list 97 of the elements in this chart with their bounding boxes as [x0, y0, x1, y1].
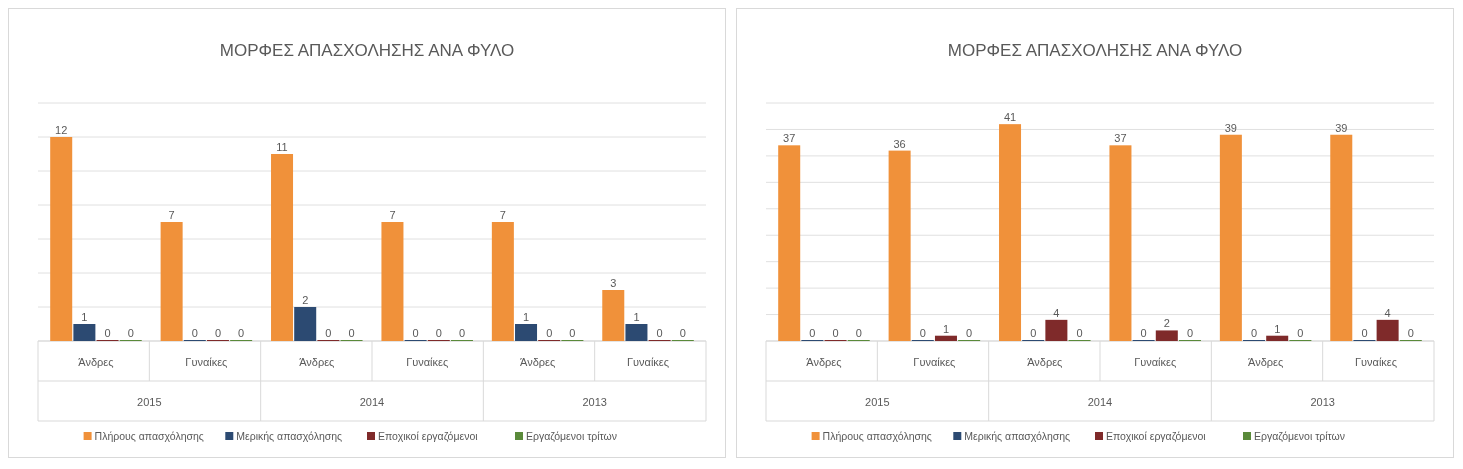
data-label: 0: [104, 327, 111, 339]
bar: [1155, 330, 1178, 341]
text: 2014: [1087, 396, 1113, 408]
data-label: 39: [1335, 121, 1348, 134]
bar: [1266, 335, 1289, 341]
data-label: 1: [81, 311, 88, 323]
legend-label: Εργαζόμενοι τρίτων: [526, 430, 618, 442]
data-label: 0: [966, 327, 973, 339]
data-label: 1: [942, 322, 950, 335]
bar: [491, 222, 514, 341]
data-label: 0: [214, 327, 222, 339]
data-label: 0: [569, 327, 576, 339]
data-label: 0: [1407, 327, 1414, 339]
data-label: 0: [809, 327, 816, 339]
x-tick-label: Γυναίκες: [913, 356, 956, 368]
bar: [602, 290, 625, 341]
data-label: 0: [679, 327, 686, 339]
data-label: 0: [412, 327, 419, 339]
bar: [1330, 134, 1353, 341]
data-label: 0: [1186, 327, 1194, 339]
text: 2015: [137, 396, 162, 408]
data-label: 0: [1250, 327, 1258, 339]
data-label: 36: [893, 137, 906, 150]
x-tick-label: Άνδρες: [806, 356, 842, 368]
data-label: 0: [458, 327, 466, 339]
x-tick-label: Γυναίκες: [185, 356, 228, 368]
data-label: 2: [1163, 317, 1170, 330]
data-label: 4: [1053, 306, 1060, 319]
text: 2013: [582, 396, 607, 408]
data-label: 37: [783, 132, 796, 145]
data-label: 7: [389, 209, 396, 221]
legend-label: Μερικής απασχόλησης: [236, 430, 343, 442]
bar: [271, 154, 294, 341]
data-label: 0: [348, 327, 355, 339]
x-tick-label: Άνδρες: [520, 356, 556, 368]
bar: [625, 324, 648, 341]
x-tick-label: Γυναίκες: [406, 356, 449, 368]
bar: [1219, 134, 1242, 341]
data-label: 0: [919, 327, 926, 339]
data-label: 7: [168, 209, 175, 221]
data-label: 0: [325, 327, 332, 339]
data-label: 4: [1384, 306, 1391, 319]
x-tick-label: Άνδρες: [1248, 356, 1284, 368]
data-label: 7: [499, 209, 506, 221]
data-label: 39: [1224, 121, 1237, 134]
data-label: 12: [55, 124, 68, 136]
chart-title: ΜΟΡΦΕΣ ΑΠΑΣΧΟΛΗΣΗΣ ΑΝΑ ΦΥΛΟ: [219, 41, 515, 60]
data-label: 0: [1140, 327, 1147, 339]
text: 2014: [359, 396, 385, 408]
data-label: 11: [276, 141, 288, 153]
legend-label: Πλήρους απασχόλησης: [822, 430, 932, 442]
x-tick-label: Άνδρες: [299, 356, 335, 368]
legend-label: Εποχικοί εργαζόμενοι: [378, 430, 479, 442]
data-label: 3: [610, 277, 617, 289]
bar: [888, 150, 911, 341]
data-label: 0: [656, 327, 663, 339]
bar: [999, 124, 1022, 341]
legend-label: Μερικής απασχόλησης: [964, 430, 1071, 442]
x-tick-label: Γυναίκες: [1354, 356, 1398, 368]
data-label: 0: [435, 327, 442, 339]
data-label: 1: [633, 311, 640, 323]
x-tick-label: Άνδρες: [1027, 356, 1063, 368]
bar: [381, 222, 404, 341]
bar: [1376, 319, 1399, 341]
text: 2015: [865, 396, 890, 408]
legend-label: Εργαζόμενοι τρίτων: [1254, 430, 1346, 442]
data-label: 0: [1030, 327, 1037, 339]
data-label: 41: [1003, 111, 1017, 124]
bar: [778, 145, 801, 341]
legend-label: Πλήρους απασχόλησης: [94, 430, 204, 442]
bar: [934, 335, 957, 341]
bar: [1109, 145, 1132, 341]
data-label: 1: [1274, 322, 1281, 335]
data-label: 0: [238, 327, 245, 339]
data-label: 0: [1361, 327, 1368, 339]
data-label: 37: [1114, 132, 1127, 145]
bar: [50, 137, 73, 341]
data-label: 2: [302, 294, 309, 306]
bar: [1045, 319, 1068, 341]
x-tick-label: Γυναίκες: [1134, 356, 1177, 368]
bar: [160, 222, 183, 341]
x-tick-label: Άνδρες: [78, 356, 114, 368]
data-label: 0: [1076, 327, 1083, 339]
data-label: 0: [191, 327, 198, 339]
bar: [73, 324, 96, 341]
data-label: 1: [522, 311, 530, 323]
data-label: 0: [1297, 327, 1304, 339]
data-label: 0: [832, 327, 839, 339]
data-label: 0: [546, 327, 553, 339]
data-label: 0: [127, 327, 134, 339]
bar: [294, 307, 317, 341]
data-label: 0: [855, 327, 862, 339]
text: 2013: [1310, 396, 1335, 408]
legend-label: Εποχικοί εργαζόμενοι: [1106, 430, 1207, 442]
x-tick-label: Γυναίκες: [626, 356, 670, 368]
bar: [515, 324, 538, 341]
chart-title: ΜΟΡΦΕΣ ΑΠΑΣΧΟΛΗΣΗΣ ΑΝΑ ΦΥΛΟ: [947, 41, 1243, 60]
